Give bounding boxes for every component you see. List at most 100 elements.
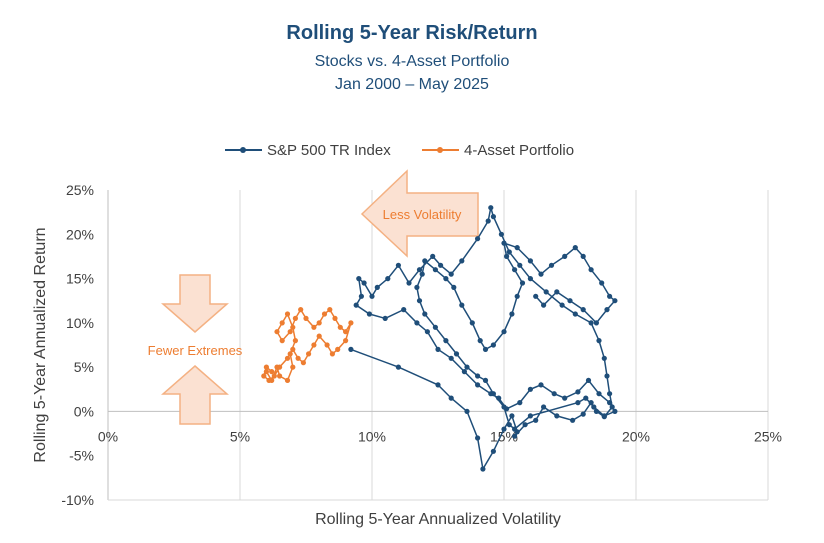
y-tick-label: -10% (61, 492, 94, 508)
data-point (501, 329, 507, 335)
data-point (432, 324, 438, 330)
data-point (448, 355, 454, 361)
y-tick-label: 20% (66, 226, 94, 242)
data-point (459, 258, 465, 264)
y-tick-label: 0% (74, 403, 94, 419)
data-point (580, 253, 586, 259)
data-point (443, 276, 449, 282)
x-tick-label: 25% (754, 428, 782, 444)
data-point (401, 307, 407, 313)
data-point (443, 338, 449, 344)
data-point (567, 298, 573, 304)
data-point (496, 395, 502, 401)
data-point (575, 400, 581, 406)
data-point (422, 258, 428, 264)
data-point (588, 320, 594, 326)
data-point (514, 293, 520, 299)
data-point (607, 391, 613, 397)
data-point (601, 355, 607, 361)
data-point (509, 413, 515, 419)
data-point (475, 382, 481, 388)
data-point (287, 329, 293, 335)
data-point (527, 276, 534, 282)
data-point (488, 205, 494, 211)
data-point (300, 360, 306, 366)
data-point (506, 249, 512, 255)
data-point (274, 329, 280, 335)
data-point (311, 342, 317, 348)
data-point (612, 298, 618, 304)
data-point (554, 413, 560, 419)
data-point (451, 284, 457, 290)
data-point (348, 320, 354, 326)
data-point (498, 231, 504, 237)
series-portfolio (261, 307, 354, 383)
data-point (554, 289, 560, 295)
data-point (448, 395, 454, 401)
data-point (316, 320, 322, 326)
data-point (303, 315, 309, 321)
less-volatility-annotation: Less Volatility (360, 169, 479, 258)
y-tick-label: 10% (66, 315, 94, 331)
data-point (477, 338, 483, 344)
data-point (538, 271, 544, 277)
data-point (435, 346, 441, 352)
data-point (261, 373, 267, 379)
data-point (482, 346, 489, 352)
data-point (469, 320, 475, 326)
data-point (485, 218, 491, 224)
data-point (361, 280, 367, 286)
data-point (406, 280, 412, 286)
data-point (527, 258, 534, 264)
data-point (353, 302, 359, 308)
data-point (453, 351, 460, 357)
data-point (538, 382, 544, 388)
data-point (416, 267, 423, 273)
data-point (593, 320, 600, 326)
fewer-extremes-annotation: Fewer Extremes (148, 274, 243, 425)
data-point (290, 346, 296, 352)
series-layer (261, 205, 618, 472)
data-point (327, 307, 333, 313)
series-sp500 (348, 205, 618, 472)
data-point (419, 271, 425, 277)
data-point (593, 408, 600, 414)
data-point (424, 329, 430, 335)
data-point (263, 369, 269, 375)
down-arrow-icon (161, 274, 229, 333)
data-point (263, 364, 269, 370)
x-tick-label: 0% (98, 428, 118, 444)
data-point (559, 302, 565, 308)
data-point (475, 373, 481, 379)
data-point (490, 214, 496, 220)
data-point (366, 311, 372, 317)
data-point (607, 400, 613, 406)
data-point (374, 284, 380, 290)
data-point (311, 324, 317, 330)
left-arrow-icon (360, 169, 479, 258)
data-point (506, 422, 512, 428)
data-point (570, 417, 576, 423)
data-point (591, 404, 597, 410)
fewer-extremes-label: Fewer Extremes (148, 343, 243, 358)
chart-subtitle: Stocks vs. 4-Asset Portfolio (314, 53, 510, 70)
data-point (575, 389, 581, 395)
x-tick-label: 15% (490, 428, 518, 444)
data-point (385, 276, 391, 282)
data-point (501, 404, 507, 410)
data-point (609, 404, 615, 410)
y-tick-label: 5% (74, 359, 94, 375)
grid (239, 190, 769, 500)
data-point (588, 400, 594, 406)
data-point (475, 236, 481, 242)
data-point (337, 324, 343, 330)
data-point (580, 411, 586, 417)
data-point (583, 395, 589, 401)
legend-label-portfolio: 4-Asset Portfolio (464, 142, 574, 159)
data-point (511, 426, 518, 432)
data-point (269, 369, 275, 375)
data-point (266, 377, 272, 383)
data-point (438, 262, 444, 268)
data-point (290, 324, 296, 330)
